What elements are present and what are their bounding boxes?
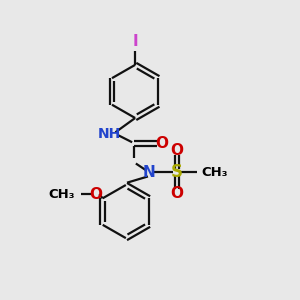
Text: NH: NH	[98, 127, 121, 141]
Text: O: O	[170, 143, 184, 158]
Text: O: O	[170, 186, 184, 201]
Text: CH₃: CH₃	[48, 188, 75, 201]
Text: I: I	[132, 34, 138, 49]
Text: CH₃: CH₃	[201, 166, 228, 179]
Text: O: O	[89, 187, 102, 202]
Text: O: O	[155, 136, 168, 151]
Text: N: N	[143, 165, 155, 180]
Text: S: S	[171, 163, 183, 181]
